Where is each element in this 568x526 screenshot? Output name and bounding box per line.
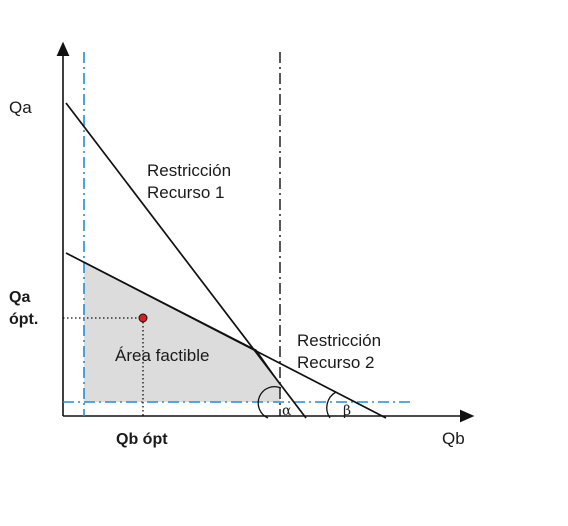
resource2-label-line1: Restricción [297,331,381,350]
resource1-constraint-line [65,102,307,419]
feasible-region-edge [83,261,281,385]
y-axis-label: Qa [9,98,32,117]
beta-angle-label: β [343,403,351,419]
qa-optimum-label-line2: ópt. [9,311,38,328]
resource1-label-line2: Recurso 1 [147,183,224,202]
resource1-label-line1: Restricción [147,161,231,180]
qa-optimum-label-line1: Qa [9,289,30,306]
beta-angle-arc [326,391,337,419]
qb-optimum-label: Qb ópt [116,431,168,448]
alpha-angle-arc [257,386,282,419]
alpha-angle-label: α [282,403,292,419]
x-axis-label: Qb [442,429,465,448]
optimum-point [138,313,148,323]
feasible-region-label: Área factible [115,346,210,365]
resource2-label-line2: Recurso 2 [297,353,374,372]
feasible-region [84,262,280,402]
